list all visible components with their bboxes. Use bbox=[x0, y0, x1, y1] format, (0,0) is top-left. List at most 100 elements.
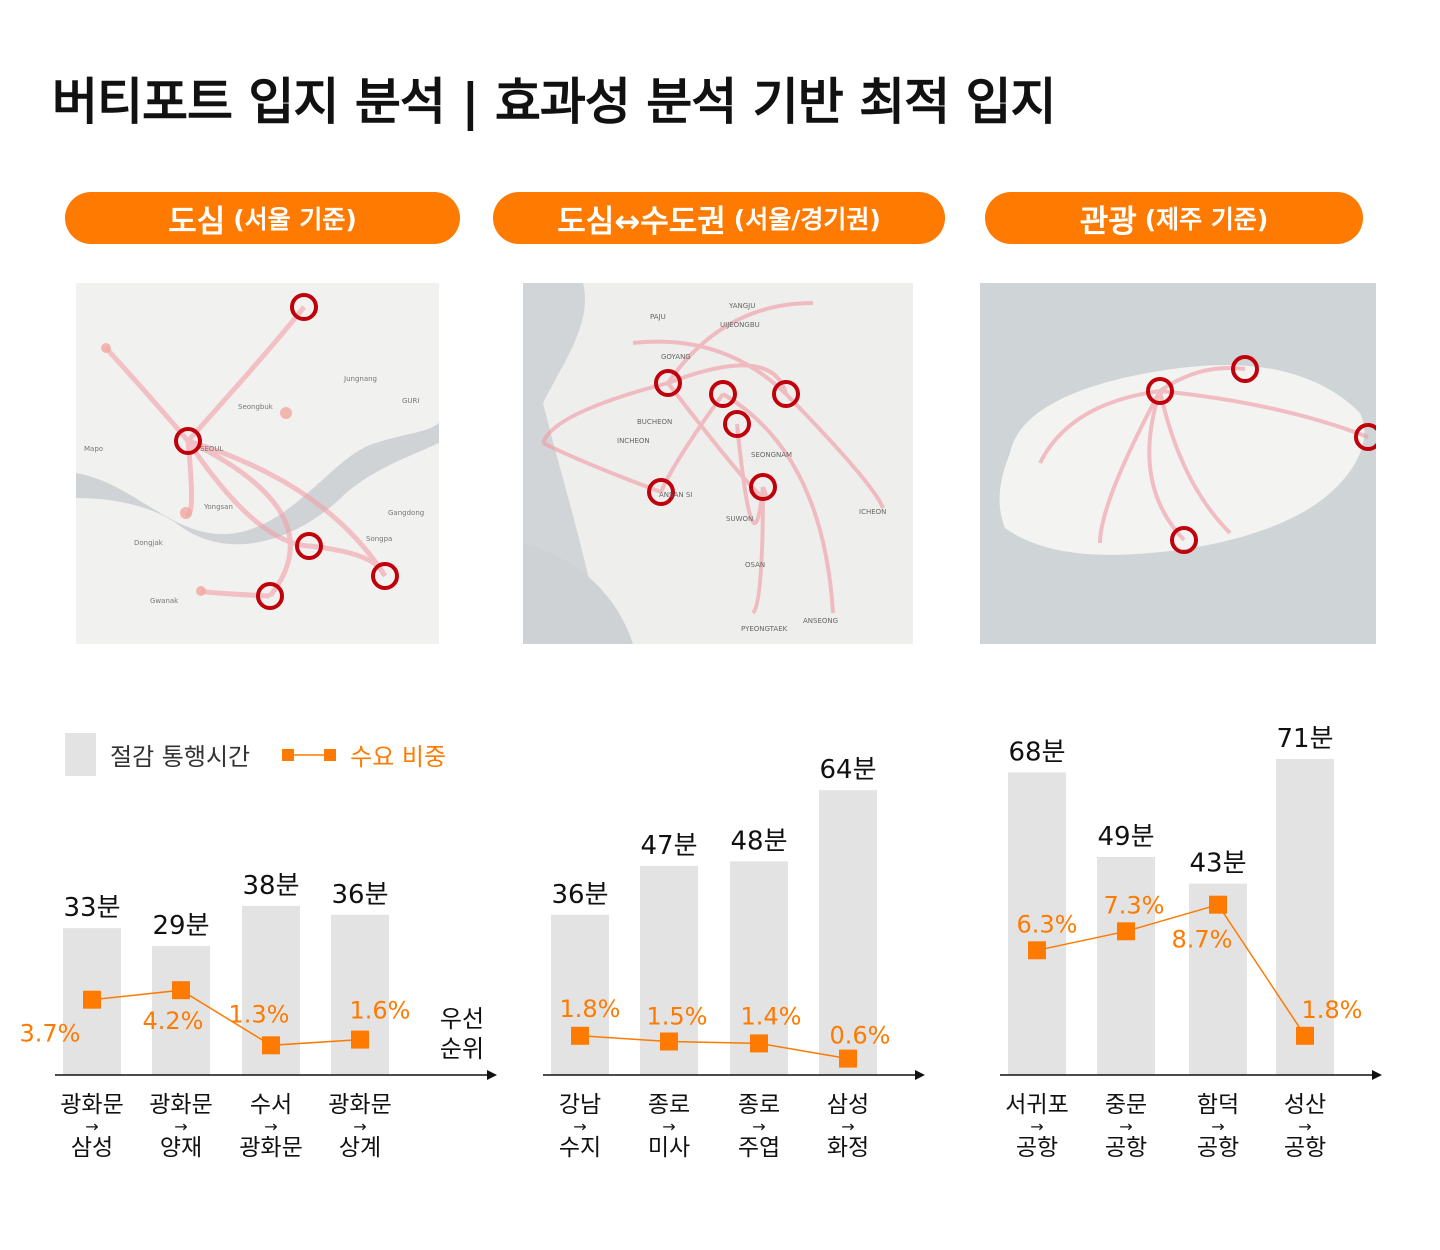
bar-value-label: 33분 bbox=[63, 893, 120, 923]
arrow-icon: → bbox=[174, 1117, 187, 1136]
chart-3: 68분서귀포공항→49분중문공항→43분함덕공항→71분성산공항→6.3%7.3… bbox=[1000, 724, 1382, 1161]
category-label: 주엽 bbox=[738, 1135, 780, 1161]
demand-marker bbox=[1296, 1026, 1314, 1045]
demand-marker bbox=[172, 981, 190, 1000]
axis-arrow-icon bbox=[487, 1070, 497, 1080]
section-sublabel: (제주 기준) bbox=[1144, 205, 1269, 234]
arrow-icon: → bbox=[1119, 1117, 1132, 1136]
demand-value-label: 1.8% bbox=[1302, 996, 1363, 1024]
bar-value-label: 36분 bbox=[551, 880, 608, 910]
category-label: 광화문 bbox=[60, 1092, 123, 1118]
arrow-icon: → bbox=[573, 1117, 586, 1136]
axis-label: 우선 bbox=[440, 1005, 484, 1033]
map-label: SUWON bbox=[726, 515, 753, 523]
map-label: Songpa bbox=[366, 535, 392, 543]
bar-value-label: 49분 bbox=[1097, 822, 1154, 852]
map-label: Yongsan bbox=[203, 503, 233, 511]
page-title: 버티포트 입지 분석 | 효과성 분석 기반 최적 입지 bbox=[52, 73, 1057, 131]
category-label: 삼성 bbox=[71, 1135, 113, 1161]
map-label: PAJU bbox=[650, 313, 666, 321]
category-label: 공항 bbox=[1105, 1135, 1147, 1161]
demand-marker bbox=[1028, 941, 1046, 960]
section-label: 도심↔수도권 bbox=[557, 203, 726, 240]
demand-value-label: 3.7% bbox=[20, 1020, 81, 1048]
demand-marker bbox=[839, 1049, 857, 1068]
map-seoul-graphic: GURI Jungnang Seongbuk Mapo Yongsan Dong… bbox=[76, 293, 439, 610]
demand-value-label: 4.2% bbox=[143, 1007, 204, 1035]
section-sublabel: (서울 기준) bbox=[233, 205, 357, 234]
category-label: 수서 bbox=[250, 1092, 292, 1118]
demand-value-label: 0.6% bbox=[830, 1022, 891, 1050]
bar bbox=[551, 914, 609, 1075]
map-label: ANSAN SI bbox=[659, 491, 692, 499]
category-label: 공항 bbox=[1197, 1135, 1239, 1161]
bar-value-label: 64분 bbox=[819, 755, 876, 785]
map-seoul: GURI Jungnang Seongbuk Mapo Yongsan Dong… bbox=[76, 283, 439, 644]
map-label: ANSEONG bbox=[803, 617, 838, 625]
chart-1: 33분광화문삼성→29분광화문양재→38분수서광화문→36분광화문상계→3.7%… bbox=[20, 871, 497, 1161]
arrow-icon: → bbox=[1211, 1117, 1224, 1136]
map-label: PYEONGTAEK bbox=[741, 625, 788, 633]
category-label: 화정 bbox=[827, 1135, 869, 1161]
map-label: Gangdong bbox=[388, 509, 424, 517]
axis-arrow-icon bbox=[915, 1070, 925, 1080]
category-label: 서귀포 bbox=[1005, 1092, 1068, 1118]
bar bbox=[1097, 856, 1155, 1075]
map-jeju bbox=[980, 283, 1376, 644]
bar bbox=[152, 945, 210, 1075]
arrow-icon: → bbox=[841, 1117, 854, 1136]
category-label: 종로 bbox=[738, 1092, 780, 1118]
arrow-icon: → bbox=[1298, 1117, 1311, 1136]
section-sublabel: (서울/경기권) bbox=[733, 205, 881, 234]
bar-value-label: 47분 bbox=[640, 831, 697, 861]
demand-marker bbox=[571, 1026, 589, 1045]
bar-value-label: 71분 bbox=[1276, 724, 1333, 754]
map-label: GOYANG bbox=[661, 353, 691, 361]
category-label: 중문 bbox=[1105, 1092, 1147, 1118]
demand-marker bbox=[262, 1036, 280, 1055]
demand-marker bbox=[83, 990, 101, 1009]
demand-value-label: 8.7% bbox=[1172, 926, 1233, 954]
axis-arrow-icon bbox=[1372, 1070, 1382, 1080]
bar-value-label: 48분 bbox=[730, 826, 787, 856]
demand-marker bbox=[1209, 895, 1227, 914]
category-label: 수지 bbox=[559, 1135, 601, 1161]
demand-value-label: 1.5% bbox=[647, 1003, 708, 1031]
demand-line bbox=[1036, 903, 1306, 1037]
demand-value-label: 1.8% bbox=[560, 995, 621, 1023]
category-label: 공항 bbox=[1284, 1135, 1326, 1161]
demand-value-label: 1.3% bbox=[229, 1000, 290, 1028]
demand-value-label: 1.6% bbox=[350, 997, 411, 1025]
map-label: GURI bbox=[402, 397, 419, 405]
bar bbox=[1189, 883, 1247, 1075]
bar-value-label: 38분 bbox=[242, 871, 299, 901]
category-label: 함덕 bbox=[1197, 1092, 1239, 1118]
map-label: SEONGNAM bbox=[751, 451, 792, 459]
bar-value-label: 36분 bbox=[331, 880, 388, 910]
arrow-icon: → bbox=[662, 1117, 675, 1136]
category-label: 광화문 bbox=[328, 1092, 391, 1118]
section-label: 관광 bbox=[1079, 203, 1137, 240]
category-label: 미사 bbox=[648, 1135, 690, 1161]
legend-line-label: 수요 비중 bbox=[350, 743, 447, 771]
category-label: 공항 bbox=[1016, 1135, 1058, 1161]
arrow-icon: → bbox=[264, 1117, 277, 1136]
arrow-icon: → bbox=[85, 1117, 98, 1136]
legend-bar-swatch bbox=[65, 733, 96, 776]
map-label: Gwanak bbox=[150, 597, 179, 605]
map-metro-graphic: PAJU YANGJU UIJEONGBU GOYANG BUCHEON INC… bbox=[523, 283, 886, 644]
map-label: ICHEON bbox=[859, 508, 886, 516]
map-label: Seongbuk bbox=[238, 403, 274, 411]
map-label: INCHEON bbox=[617, 437, 650, 445]
demand-value-label: 1.4% bbox=[741, 1002, 802, 1030]
category-label: 삼성 bbox=[827, 1092, 869, 1118]
section-header-metro: 도심↔수도권 (서울/경기권) bbox=[493, 192, 945, 244]
demand-value-label: 7.3% bbox=[1104, 891, 1165, 919]
category-label: 성산 bbox=[1284, 1092, 1326, 1118]
category-label: 광화문 bbox=[239, 1135, 302, 1161]
section-header-urban: 도심 (서울 기준) bbox=[65, 192, 460, 244]
bar-value-label: 43분 bbox=[1189, 849, 1246, 879]
map-label: Dongjak bbox=[134, 539, 164, 547]
bar bbox=[331, 914, 389, 1075]
